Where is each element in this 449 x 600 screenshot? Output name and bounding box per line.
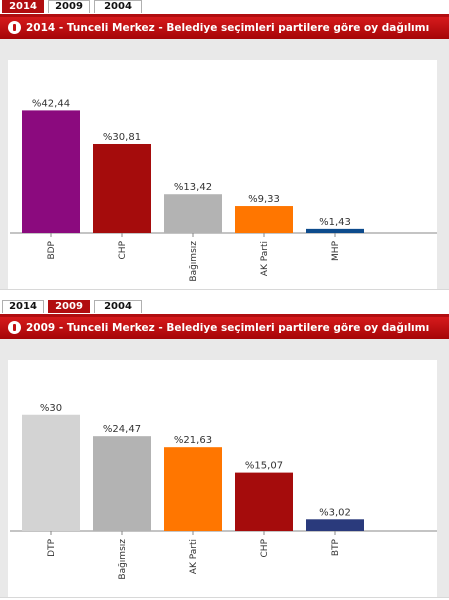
- x-tick-label: Bağımsız: [189, 241, 199, 282]
- bar-chp[interactable]: [235, 472, 293, 531]
- bar-ak-parti[interactable]: [164, 447, 222, 531]
- tab-2009[interactable]: 2009: [48, 300, 90, 313]
- bar-value-label: %42,44: [32, 98, 70, 109]
- bar-bağımsız[interactable]: [164, 194, 222, 233]
- x-tick-label: AK Parti: [260, 241, 270, 276]
- chart-area-2014: %42,44 BDP %30,81 CHP %13,42 Bağımsız %9,33 AK …: [8, 60, 437, 289]
- bar-value-label: %1,43: [319, 217, 351, 228]
- bar-value-label: %30: [40, 403, 62, 414]
- alert-icon: [8, 21, 21, 34]
- bar-btp[interactable]: [306, 519, 364, 531]
- bar-value-label: %3,02: [319, 507, 351, 518]
- x-tick-label: BDP: [47, 240, 57, 259]
- bar-chp[interactable]: [93, 143, 151, 233]
- bar-value-label: %24,47: [103, 424, 141, 435]
- year-tabs-2009: 2014 2009 2004: [0, 300, 449, 314]
- chart-frame-2014: %42,44 BDP %30,81 CHP %13,42 Bağımsız %9,33 AK …: [0, 39, 449, 290]
- x-tick-label: MHP: [331, 240, 341, 261]
- bar-value-label: %13,42: [174, 182, 212, 193]
- x-tick-label: CHP: [260, 538, 270, 557]
- bar-mhp[interactable]: [306, 228, 364, 233]
- panel-2009: 2014 2009 2004 2009 - Tunceli Merkez - B…: [0, 300, 449, 600]
- x-tick-label: Bağımsız: [118, 539, 128, 580]
- chart-frame-2009: %30 DTP %24,47 Bağımsız %21,63 AK Parti %15,07…: [0, 339, 449, 598]
- bar-dtp[interactable]: [22, 414, 80, 531]
- bar-value-label: %30,81: [103, 132, 141, 143]
- year-tabs-2014: 2014 2009 2004: [0, 0, 449, 14]
- bar-bdp[interactable]: [22, 110, 80, 233]
- x-tick-label: CHP: [118, 240, 128, 259]
- panel-2014: 2014 2009 2004 2014 - Tunceli Merkez - B…: [0, 0, 449, 296]
- bar-chart-2014: %42,44 BDP %30,81 CHP %13,42 Bağımsız %9,33 AK …: [10, 98, 437, 282]
- tab-2004[interactable]: 2004: [94, 300, 142, 313]
- chart-header-2014: 2014 - Tunceli Merkez - Belediye seçimle…: [0, 14, 449, 39]
- chart-header-2009: 2009 - Tunceli Merkez - Belediye seçimle…: [0, 314, 449, 339]
- tab-2009[interactable]: 2009: [48, 0, 90, 13]
- tab-2014[interactable]: 2014: [2, 300, 44, 313]
- bar-value-label: %15,07: [245, 461, 283, 472]
- bar-bağımsız[interactable]: [93, 436, 151, 531]
- chart-area-2009: %30 DTP %24,47 Bağımsız %21,63 AK Parti %15,07…: [8, 360, 437, 597]
- chart-title: 2009 - Tunceli Merkez - Belediye seçimle…: [26, 322, 430, 334]
- x-tick-label: AK Parti: [189, 539, 199, 574]
- x-tick-label: BTP: [331, 538, 341, 556]
- tab-2014[interactable]: 2014: [2, 0, 44, 13]
- alert-icon: [8, 321, 21, 334]
- bar-chart-2009: %30 DTP %24,47 Bağımsız %21,63 AK Parti %15,07…: [10, 403, 437, 580]
- tab-2004[interactable]: 2004: [94, 0, 142, 13]
- bar-ak-parti[interactable]: [235, 206, 293, 233]
- bar-value-label: %21,63: [174, 435, 212, 446]
- bar-value-label: %9,33: [248, 194, 280, 205]
- x-tick-label: DTP: [47, 538, 57, 556]
- chart-title: 2014 - Tunceli Merkez - Belediye seçimle…: [26, 22, 430, 34]
